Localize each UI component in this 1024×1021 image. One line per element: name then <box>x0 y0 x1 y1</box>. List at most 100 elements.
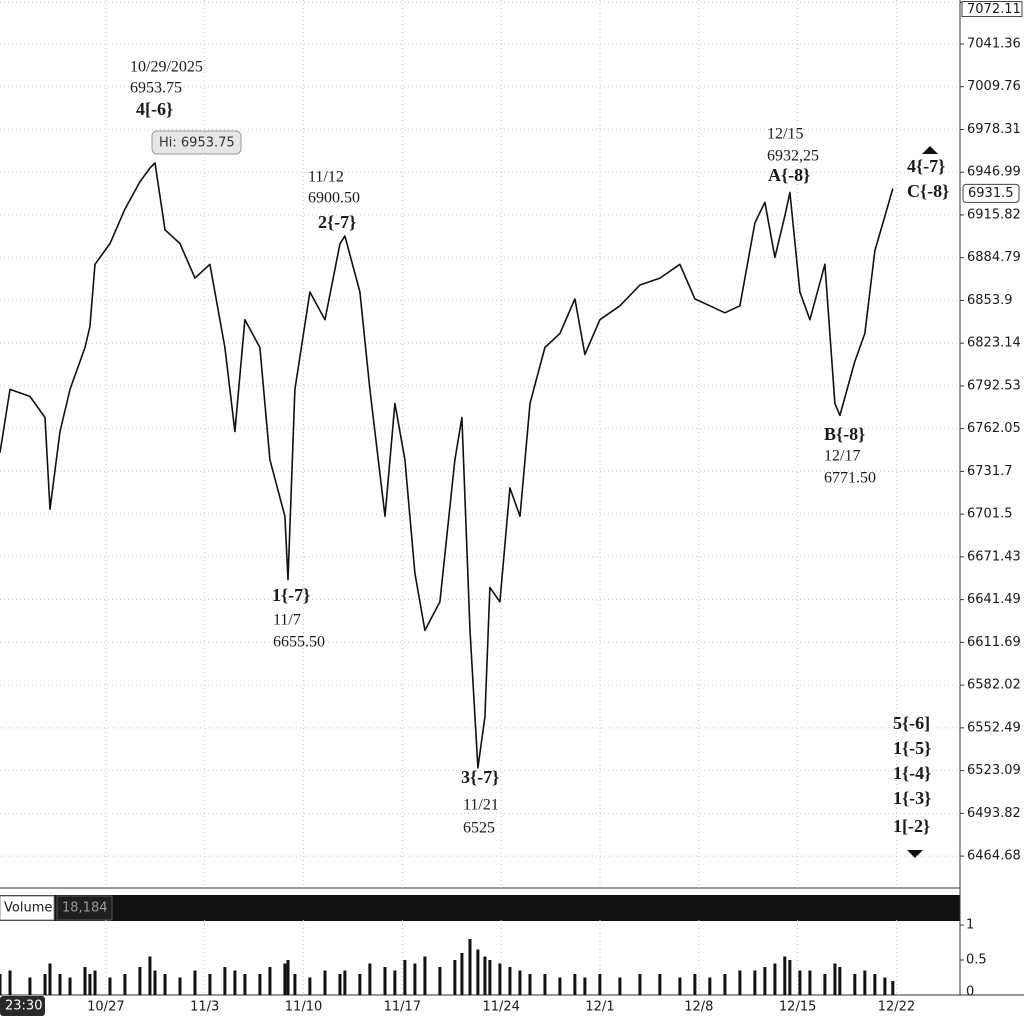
annotation: 6771.50 <box>824 470 876 487</box>
y-tick-label: 7072.11 <box>967 2 1021 17</box>
volume-bar <box>738 970 742 995</box>
annotation: 1{-4} <box>893 763 931 783</box>
y-tick-label: 6853.9 <box>967 293 1013 308</box>
y-tick-label: 6823.14 <box>967 336 1021 351</box>
volume-bar <box>788 960 792 995</box>
volume-bar <box>393 970 397 995</box>
volume-value-box <box>56 895 113 921</box>
y-tick-label: 7041.36 <box>967 36 1021 51</box>
x-tick-label: 12/8 <box>684 1000 713 1015</box>
volume-header <box>0 895 960 921</box>
volume-bar <box>43 974 47 995</box>
up-arrow <box>922 146 938 154</box>
volume-bar <box>783 956 787 995</box>
annotation: 11/21 <box>463 797 499 814</box>
volume-bar <box>323 970 327 995</box>
y-tick-label: 6792.53 <box>967 378 1021 393</box>
volume-tick-label: 0.5 <box>966 953 987 968</box>
annotation: 6932,25 <box>767 148 819 165</box>
volume-bar <box>58 974 62 995</box>
y-tick-label: 6464.68 <box>967 849 1021 864</box>
last-price-box <box>962 183 1020 203</box>
volume-bar <box>163 974 167 995</box>
y-tick-label: 6731.7 <box>967 464 1013 479</box>
volume-bar <box>403 960 407 995</box>
volume-bar <box>823 974 827 995</box>
annotation: 1[-2} <box>893 816 930 836</box>
volume-label: Volume <box>4 901 52 916</box>
annotation: 4[-6} <box>136 99 173 119</box>
y-tick-label: 6978.31 <box>967 122 1021 137</box>
y-tick-label: 7009.76 <box>967 79 1021 94</box>
y-tick-label: 6762.05 <box>967 421 1021 436</box>
y-tick-label: 6884.79 <box>967 250 1021 265</box>
volume-bar <box>193 970 197 995</box>
volume-bar <box>243 974 247 995</box>
volume-bar <box>258 974 262 995</box>
volume-bar <box>708 977 712 995</box>
high-label: Hi: 6953.75 <box>159 136 235 151</box>
annotation: 4{-7} <box>907 156 945 176</box>
volume-bar <box>283 963 287 995</box>
volume-bar <box>873 974 877 995</box>
volume-bar <box>518 970 522 995</box>
volume-bar <box>413 963 417 995</box>
volume-bar <box>108 977 112 995</box>
volume-bar <box>338 974 342 995</box>
volume-value: 18,184 <box>62 901 108 916</box>
x-tick-label: 12/15 <box>779 1000 816 1015</box>
volume-bar <box>48 963 52 995</box>
x-tick-label: 10/27 <box>87 1000 124 1015</box>
volume-bar <box>753 970 757 995</box>
y-tick-label: 6582.02 <box>967 678 1021 693</box>
volume-bar <box>8 970 12 995</box>
x-tick-label: 12/22 <box>878 1000 915 1015</box>
volume-bar <box>883 977 887 995</box>
y-tick-label: 6671.43 <box>967 549 1021 564</box>
y-tick-label: 6493.82 <box>967 806 1021 821</box>
y-tick-label: 6701.5 <box>967 507 1013 522</box>
volume-bar <box>723 974 727 995</box>
x-tick-label: 11/10 <box>285 1000 322 1015</box>
annotation: C{-8} <box>907 181 949 201</box>
volume-bar <box>798 970 802 995</box>
volume-bar <box>358 974 362 995</box>
annotation: 12/17 <box>824 448 860 465</box>
annotation: 6655.50 <box>273 634 325 651</box>
volume-bar <box>863 970 867 995</box>
time-box <box>0 996 45 1016</box>
x-tick-label: 11/3 <box>190 1000 219 1015</box>
volume-bar <box>483 956 487 995</box>
volume-bar <box>638 974 642 995</box>
x-tick-label: 11/17 <box>384 1000 421 1015</box>
volume-bar <box>148 956 152 995</box>
volume-bar <box>773 963 777 995</box>
volume-bar <box>558 977 562 995</box>
annotation: 1{-3} <box>893 788 931 808</box>
annotation: 6953.75 <box>130 80 182 97</box>
volume-label-box <box>0 895 55 921</box>
y-tick-box <box>961 1 1023 18</box>
annotation: 1{-7} <box>272 585 310 605</box>
volume-bar <box>460 953 464 995</box>
y-tick-label: 6946.99 <box>967 165 1021 180</box>
y-tick-label: 6523.09 <box>967 763 1021 778</box>
volume-bar <box>763 967 767 995</box>
annotation: A{-8} <box>768 165 810 185</box>
y-tick-label: 6641.49 <box>967 592 1021 607</box>
annotation: 2{-7} <box>318 212 356 232</box>
volume-bar <box>468 939 472 995</box>
down-arrow <box>907 850 923 858</box>
annotation: 6900.50 <box>308 190 360 207</box>
x-tick-label: 12/1 <box>585 1000 614 1015</box>
volume-bar <box>508 967 512 995</box>
volume-bar <box>528 974 532 995</box>
volume-bar <box>423 956 427 995</box>
volume-bar <box>138 967 142 995</box>
volume-bar <box>178 977 182 995</box>
volume-bar <box>293 974 297 995</box>
volume-bar <box>853 974 857 995</box>
volume-bar <box>618 977 622 995</box>
last-price-label: 6931.5 <box>968 186 1014 201</box>
volume-bar <box>598 974 602 995</box>
